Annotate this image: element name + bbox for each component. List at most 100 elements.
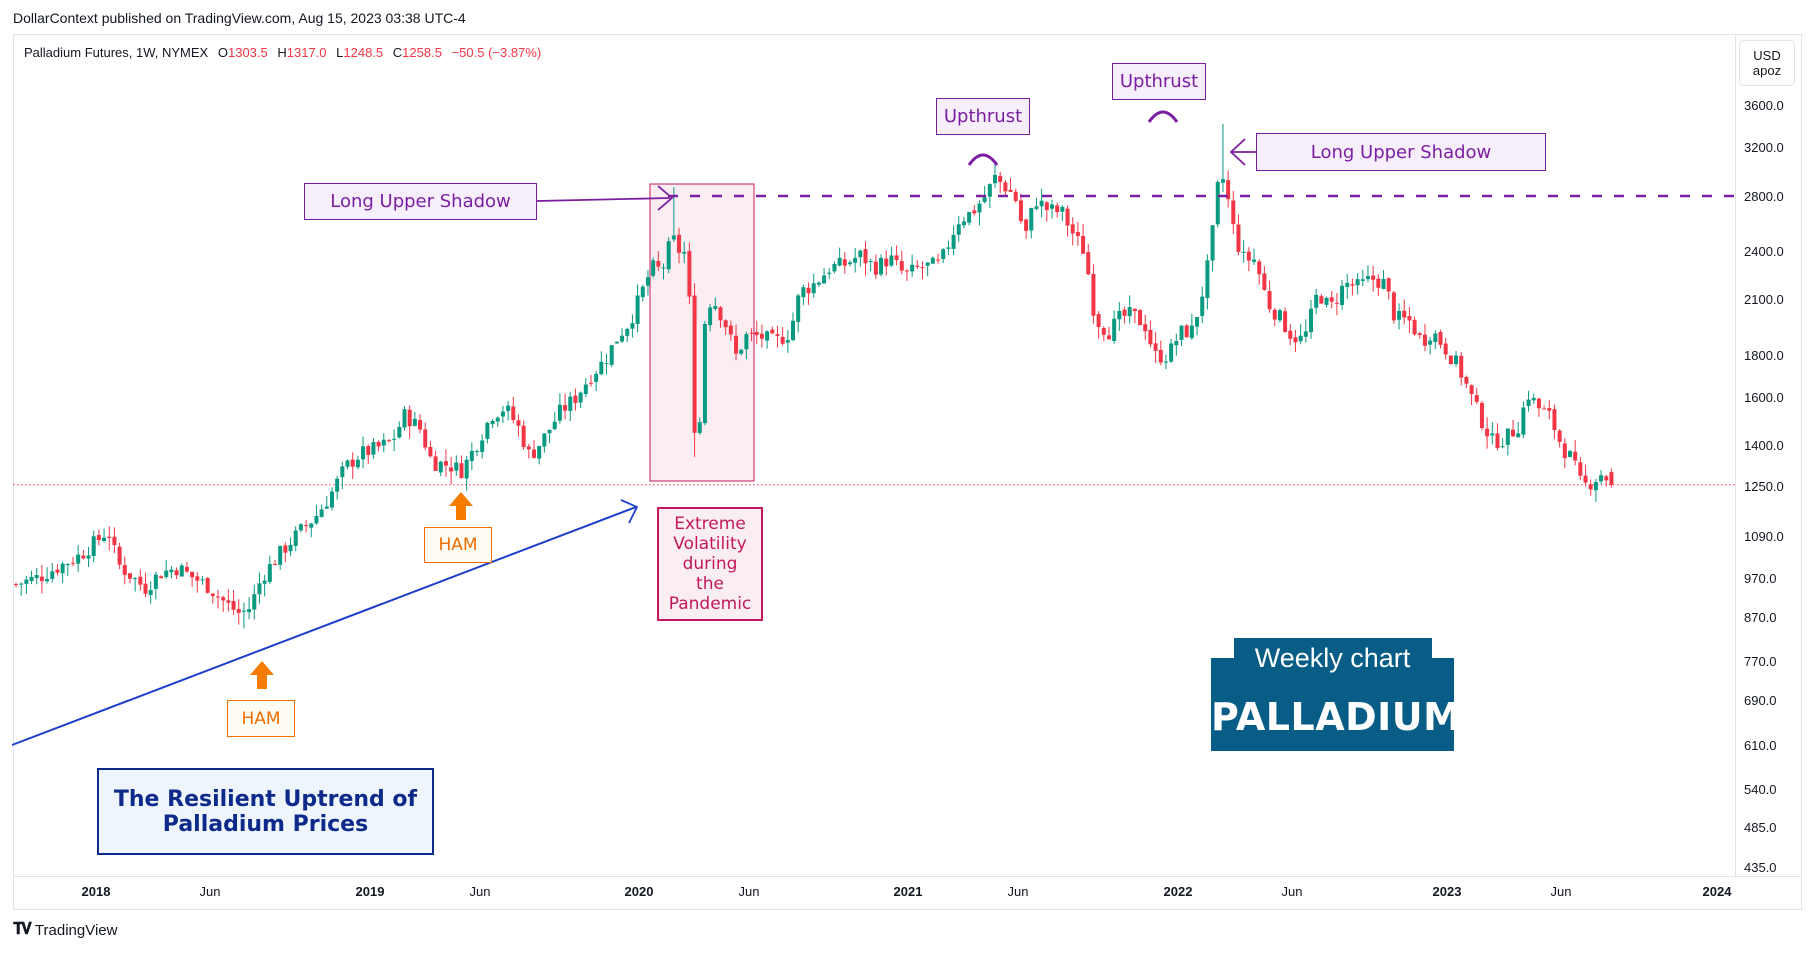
candle-body [1050, 204, 1054, 209]
long-upper-shadow-label-left[interactable]: Long Upper Shadow [304, 183, 537, 220]
candle-body [459, 463, 464, 479]
ham-label-2[interactable]: HAM [424, 527, 492, 563]
price-tick: 1400.0 [1744, 438, 1784, 454]
long-upper-shadow-label-right[interactable]: Long Upper Shadow [1256, 133, 1546, 171]
candle-body [1536, 398, 1541, 409]
unit-label: apoz [1752, 63, 1782, 78]
candle-body [236, 609, 241, 613]
candle-body [832, 263, 837, 272]
candle-body [205, 578, 210, 593]
candle-body [329, 491, 334, 508]
candle-body [982, 197, 987, 202]
candle-body [744, 334, 749, 350]
candle-body [734, 335, 739, 354]
candle-body [221, 597, 226, 601]
candle-body [542, 433, 547, 447]
candle-body [273, 564, 277, 566]
candle-body [324, 506, 329, 509]
candle-body [1583, 475, 1588, 483]
candle-body [407, 409, 412, 427]
price-tick: 690.0 [1744, 693, 1777, 709]
trend-line [11, 506, 637, 746]
candle-body [81, 555, 86, 559]
candle-body [594, 373, 599, 382]
candle-body [816, 282, 821, 285]
candle-body [682, 251, 687, 254]
price-tick: 1250.0 [1744, 479, 1784, 495]
chart-pane[interactable] [13, 34, 1802, 910]
candle-body [423, 429, 428, 448]
symbol-name[interactable]: Palladium Futures, 1W, NYMEX [24, 45, 209, 60]
candle-body [86, 555, 91, 559]
upthrust-label-1[interactable]: Upthrust [936, 98, 1030, 135]
symbol-legend: Palladium Futures, 1W, NYMEX O1303.5 H13… [24, 45, 541, 60]
candle-body [1024, 219, 1029, 231]
candle-body [226, 600, 231, 603]
candle-body [858, 250, 863, 258]
candle-body [304, 525, 309, 527]
candle-body [775, 334, 780, 336]
candle-body [1309, 308, 1313, 333]
candle-body [231, 601, 236, 610]
candle-body [1158, 349, 1163, 363]
chart-title-box[interactable]: The Resilient Uptrend of Palladium Price… [97, 768, 434, 855]
candle-body [1132, 308, 1137, 312]
brand-name: TradingView [34, 921, 118, 939]
candle-body [1148, 329, 1153, 345]
pandemic-zone [649, 183, 755, 482]
candle-body [485, 422, 490, 439]
candle-body [298, 524, 303, 531]
candle-body [578, 392, 583, 403]
candle-body [1469, 385, 1474, 394]
candle-body [29, 576, 34, 582]
candle-body [366, 446, 371, 455]
candle-body [702, 323, 707, 424]
arrowhead-icon [657, 185, 674, 211]
candle-body [60, 563, 65, 574]
candle-body [599, 361, 604, 375]
ham-label-1[interactable]: HAM [227, 700, 295, 737]
candle-body [951, 234, 956, 249]
candle-body [765, 331, 770, 341]
candle-body [873, 261, 878, 275]
candle-body [1490, 433, 1495, 436]
candle-body [635, 295, 640, 324]
candle-body [24, 579, 29, 584]
candle-body [381, 439, 386, 446]
price-tick: 485.0 [1744, 820, 1777, 836]
candle-body [847, 262, 852, 265]
high-label: H [277, 45, 287, 60]
candle-body [583, 384, 588, 395]
price-tick: 1800.0 [1744, 347, 1784, 363]
candle-body [1169, 343, 1174, 362]
footer-brand[interactable]: 𝐓𝐕 TradingView [13, 921, 117, 939]
candle-body [50, 571, 55, 579]
pandemic-volatility-label[interactable]: Extreme Volatility during the Pandemic [657, 507, 763, 621]
candle-body [1220, 179, 1225, 183]
candle-body [568, 396, 573, 411]
candle-body [557, 404, 562, 421]
candle-body [972, 210, 977, 214]
time-tick: 2018 [81, 884, 111, 899]
candle-body [1511, 429, 1516, 437]
time-tick: Jun [1550, 884, 1572, 899]
candle-body [604, 363, 609, 365]
candle-body [143, 583, 148, 594]
candle-body [386, 440, 391, 442]
long-upper-shadow-arrow-left [536, 197, 671, 202]
candle-body [1505, 428, 1510, 445]
price-tick: 870.0 [1744, 609, 1777, 625]
candle-body [1003, 182, 1008, 192]
candle-body [433, 456, 438, 471]
candle-body [1599, 475, 1604, 482]
currency-unit-button[interactable]: USD apoz [1739, 40, 1795, 86]
candle-body [868, 261, 873, 263]
candle-body [1179, 325, 1184, 340]
candle-body [449, 467, 454, 472]
candle-body [475, 451, 480, 453]
candle-body [1008, 189, 1013, 192]
time-tick: 2020 [624, 884, 654, 899]
upthrust-label-2[interactable]: Upthrust [1112, 63, 1206, 100]
candle-body [1381, 278, 1386, 289]
